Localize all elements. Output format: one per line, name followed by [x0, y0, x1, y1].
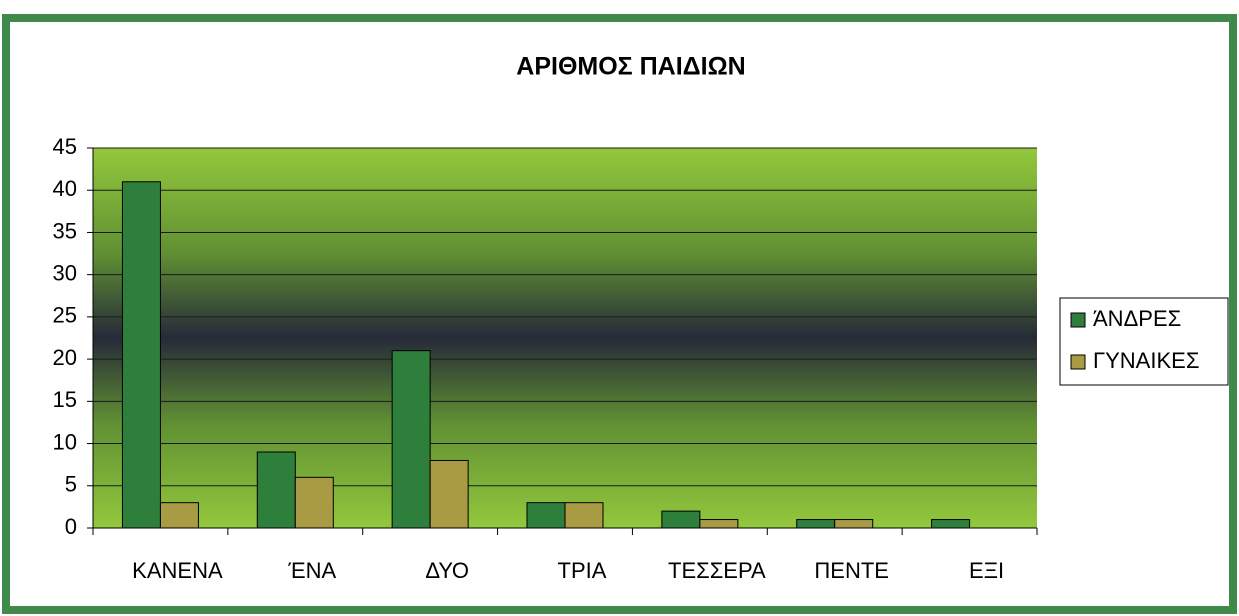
- y-tick-label: 30: [53, 260, 77, 285]
- bar: [564, 502, 604, 529]
- y-tick-label: 45: [53, 134, 77, 159]
- legend-label: ΆΝΔΡΕΣ: [1093, 306, 1181, 331]
- y-tick-label: 20: [53, 345, 77, 370]
- legend-swatch: [1070, 312, 1086, 328]
- bar: [294, 476, 334, 529]
- x-tick-label: ΤΡΙΑ: [558, 558, 607, 583]
- chart-title: ΑΡΙΘΜΟΣ ΠΑΙΔΙΩΝ: [516, 53, 745, 81]
- x-tick-label: ΠΕΝΤΕ: [814, 558, 889, 583]
- legend-swatch: [1070, 354, 1086, 370]
- bar: [121, 181, 161, 529]
- bar: [699, 519, 739, 529]
- legend: ΆΝΔΡΕΣ ΓΥΝΑΙΚΕΣ: [1059, 297, 1229, 386]
- y-tick-label: 10: [53, 429, 77, 454]
- y-tick-label: 40: [53, 176, 77, 201]
- x-tick-label: ΔΥΟ: [425, 558, 469, 583]
- bar: [391, 350, 431, 529]
- y-tick-label: 35: [53, 218, 77, 243]
- y-tick-label: 5: [65, 472, 77, 497]
- bar: [661, 510, 701, 529]
- y-tick-label: 25: [53, 303, 77, 328]
- x-tick-label: ΚΑΝΕΝΑ: [132, 558, 223, 583]
- x-tick-label: ΈΝΑ: [287, 558, 336, 583]
- bar: [931, 519, 971, 529]
- bar: [834, 519, 874, 529]
- bar: [159, 502, 199, 529]
- bar: [796, 519, 836, 529]
- x-tick-label: ΕΞΙ: [969, 558, 1004, 583]
- bar: [429, 459, 469, 529]
- plot-area: [93, 148, 1037, 528]
- y-tick-label: 15: [53, 387, 77, 412]
- legend-box: [1059, 297, 1229, 386]
- x-tick-label: ΤΕΣΣΕΡΑ: [668, 558, 766, 583]
- y-tick-label: 0: [65, 514, 77, 539]
- bar: [256, 451, 296, 529]
- bar: [526, 502, 566, 529]
- legend-label: ΓΥΝΑΙΚΕΣ: [1093, 348, 1199, 373]
